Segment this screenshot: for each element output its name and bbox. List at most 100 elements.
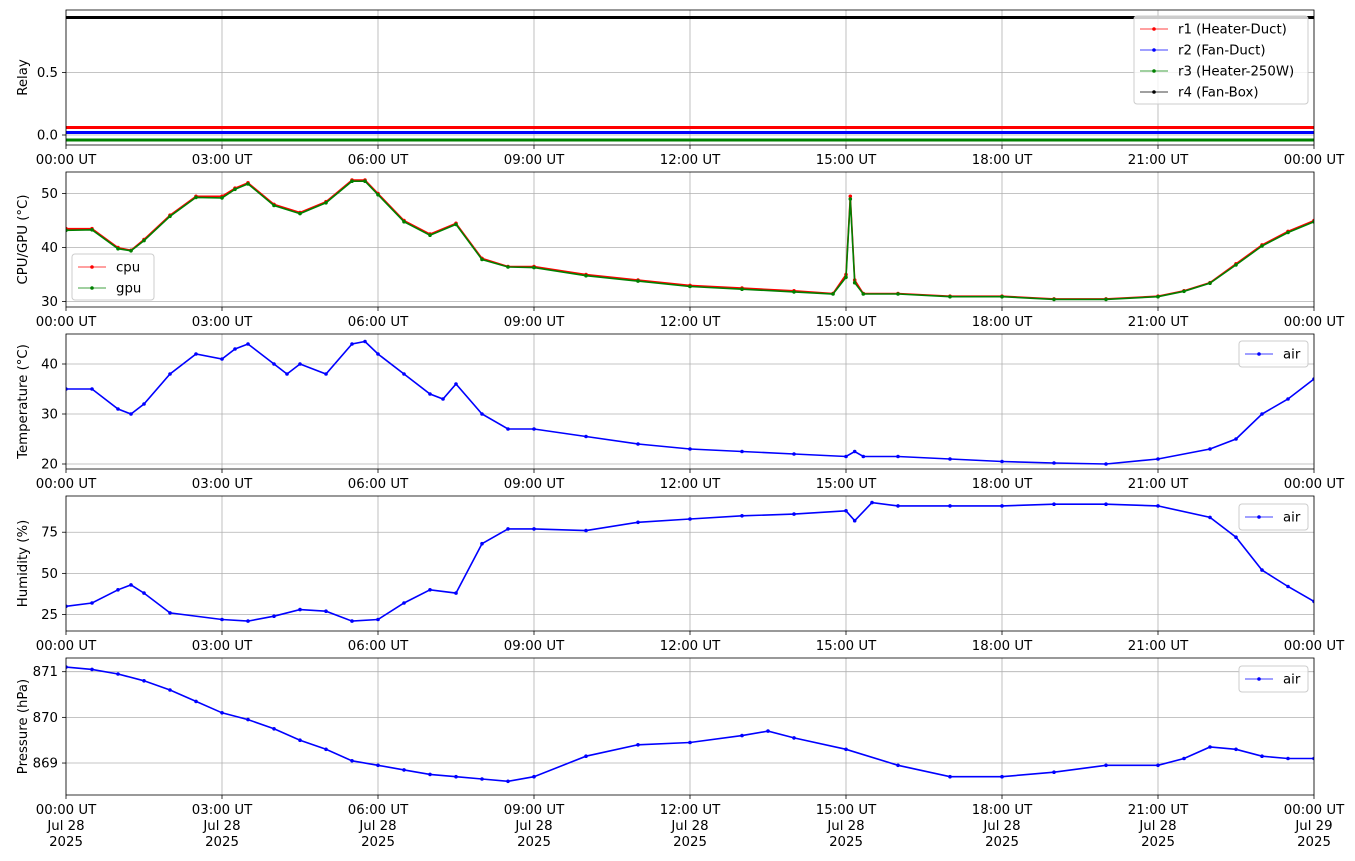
series-point: [1234, 747, 1238, 752]
series-point: [220, 196, 224, 200]
series-line-1: [66, 666, 1314, 783]
series-point: [220, 711, 224, 715]
series-point: [428, 233, 432, 237]
x-tick-label: 12:00 UT: [660, 477, 721, 492]
series-point: [454, 222, 458, 227]
legend-label: cpu: [116, 261, 140, 276]
series-point: [506, 427, 510, 431]
series-point: [1052, 502, 1056, 507]
series-point: [376, 192, 380, 197]
series-point: [1000, 294, 1004, 299]
legend-marker: [90, 265, 94, 269]
series-point: [168, 611, 172, 615]
series-point: [1260, 244, 1264, 248]
y-axis-label: Temperature (°C): [16, 344, 31, 460]
legend: r1 (Heater-Duct) r2 (Fan-Duct) r3 (Heater-…: [1133, 15, 1309, 105]
series-point: [142, 591, 146, 595]
y-tick-label: 25: [41, 608, 58, 623]
series-point: [532, 527, 536, 531]
x-tick-label: 09:00 UT: [504, 803, 565, 818]
series-point: [298, 362, 302, 366]
y-tick-label: 870: [33, 711, 58, 726]
series-point: [480, 541, 484, 546]
series-point: [376, 617, 380, 622]
series-point: [194, 195, 198, 200]
series-point: [220, 357, 224, 361]
y-tick-label: 30: [41, 408, 58, 423]
series-point: [1000, 504, 1004, 508]
series-point: [90, 228, 94, 232]
x-tick-date-label: Jul 28: [358, 819, 396, 834]
series-point: [324, 201, 328, 205]
x-tick-label: 15:00 UT: [816, 315, 877, 330]
series-point: [246, 342, 250, 346]
x-tick-label: 21:00 UT: [1128, 803, 1189, 818]
series-point: [168, 688, 172, 692]
series-point: [948, 504, 952, 508]
series-point: [116, 588, 120, 592]
series-point: [1182, 289, 1186, 294]
x-tick-date-label: Jul 28: [46, 819, 84, 834]
series-point: [636, 442, 640, 446]
series-point: [142, 238, 146, 243]
axes-frame: [65, 9, 1315, 146]
x-tick-year-label: 2025: [1297, 835, 1331, 850]
x-tick-label: 06:00 UT: [348, 153, 409, 168]
series-point: [584, 754, 588, 758]
series-point: [896, 292, 900, 296]
series-point: [688, 740, 692, 745]
legend-box: [1133, 15, 1309, 105]
y-tick-label: 20: [41, 458, 58, 473]
legend-marker: [1257, 677, 1261, 681]
series-point: [246, 619, 250, 623]
series-point: [402, 768, 406, 772]
series-point: [129, 583, 133, 587]
series-point: [1286, 230, 1290, 235]
series-point: [142, 679, 146, 683]
series-point: [506, 779, 510, 784]
series-point: [1000, 774, 1004, 779]
series-point: [402, 601, 406, 605]
legend-label: r1 (Heater-Duct): [1178, 23, 1287, 38]
series-point: [1234, 263, 1238, 267]
series-point: [142, 402, 146, 406]
x-tick-label: 06:00 UT: [348, 803, 409, 818]
series-point: [350, 619, 354, 623]
series-point: [298, 738, 302, 742]
series-point: [246, 182, 250, 186]
y-tick-label: 871: [33, 665, 58, 680]
x-tick-date-label: Jul 28: [202, 819, 240, 834]
series-point: [272, 362, 276, 366]
series-point: [90, 601, 94, 605]
series-point: [66, 665, 68, 669]
y-axis-label: Humidity (%): [16, 520, 31, 608]
series-point: [1052, 770, 1056, 774]
series-point: [896, 763, 900, 768]
series-point: [861, 454, 866, 459]
legend-label: air: [1283, 348, 1301, 363]
series-point: [116, 672, 120, 676]
series-point: [792, 452, 796, 456]
series-point: [428, 392, 432, 396]
series-point: [116, 246, 120, 251]
series-point: [233, 347, 237, 351]
x-tick-label: 00:00 UT: [1284, 477, 1345, 492]
series-point: [1182, 756, 1186, 761]
series-point: [1000, 459, 1004, 464]
series-point: [376, 763, 380, 768]
x-tick-label: 03:00 UT: [192, 315, 253, 330]
series-point: [948, 457, 952, 461]
series-point: [1234, 437, 1238, 441]
legend-box: [1238, 665, 1309, 693]
series-point: [1208, 515, 1212, 520]
series-point: [584, 528, 588, 533]
x-tick-label: 21:00 UT: [1128, 153, 1189, 168]
series-point: [792, 290, 796, 294]
series-point: [402, 219, 406, 224]
x-tick-label: 00:00 UT: [36, 803, 97, 818]
x-tick-year-label: 2025: [205, 835, 239, 850]
series-point: [1260, 754, 1264, 758]
axes-frame: [65, 495, 1315, 632]
series-point: [1260, 568, 1264, 572]
x-tick-year-label: 2025: [1141, 835, 1175, 850]
